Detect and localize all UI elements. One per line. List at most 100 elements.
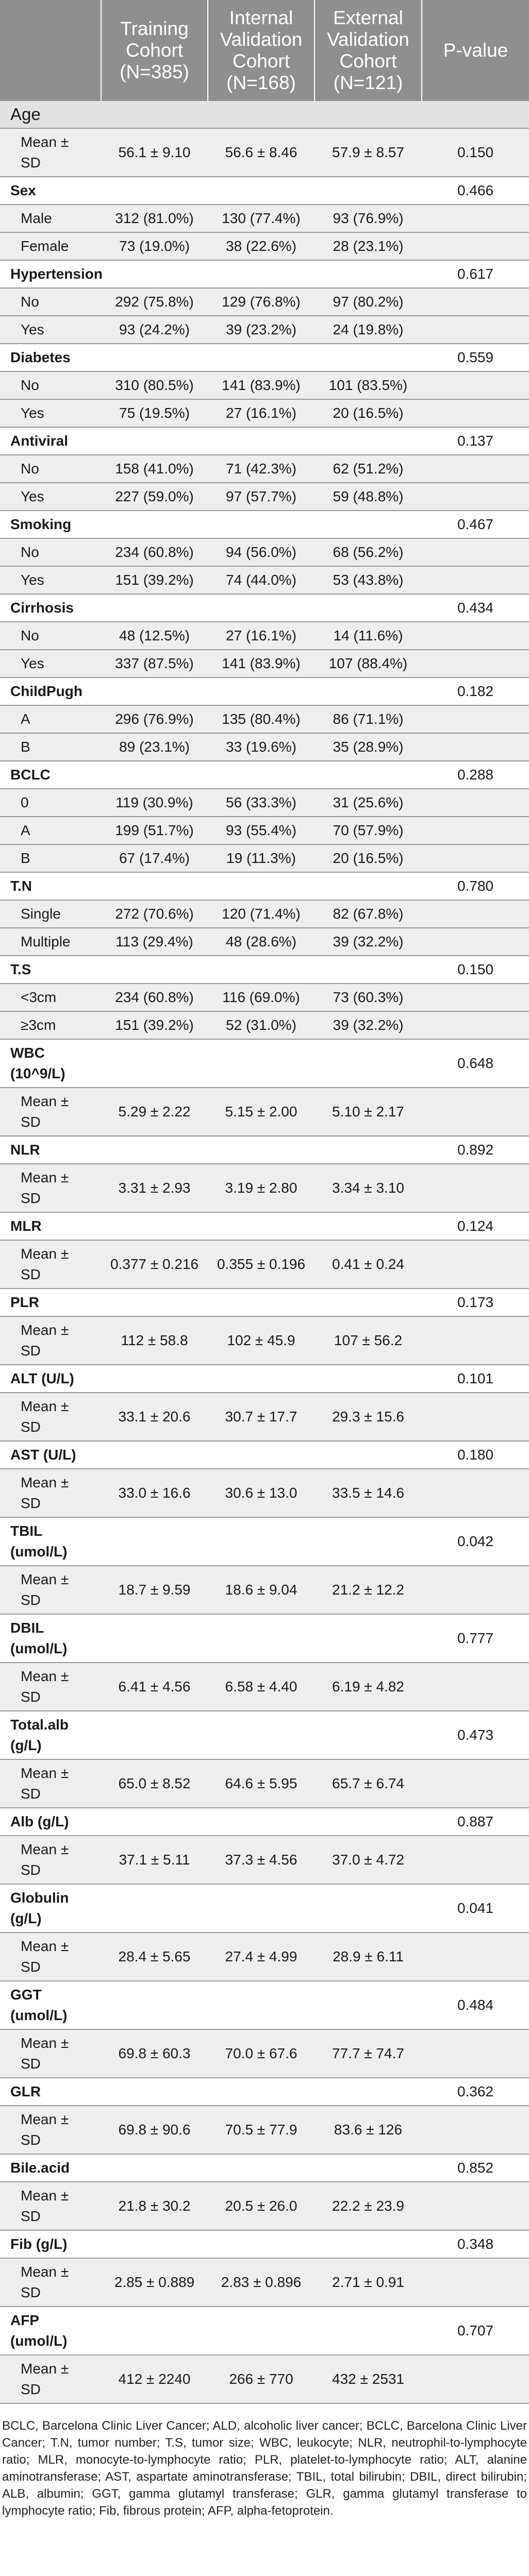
category-label: A xyxy=(0,705,101,734)
internal-validation-cell xyxy=(208,2078,315,2106)
external-validation-cell xyxy=(315,1136,422,1164)
category-label: Mean ± SD xyxy=(0,1393,101,1442)
table-row: No 158 (41.0%) 71 (42.3%) 62 (51.2%) xyxy=(0,455,529,483)
training-cohort-cell xyxy=(101,594,208,622)
p-value-cell: 0.180 xyxy=(422,1441,529,1469)
training-cohort-cell: 312 (81.0%) xyxy=(101,205,208,233)
table-row: Mean ± SD 33.1 ± 20.6 30.7 ± 17.7 29.3 ± 15… xyxy=(0,1393,529,1442)
internal-validation-cell xyxy=(208,1136,315,1164)
external-validation-cell: 37.0 ± 4.72 xyxy=(315,1836,422,1885)
training-cohort-cell: 151 (39.2%) xyxy=(101,566,208,595)
table-row: Single 272 (70.6%) 120 (71.4%) 82 (67.8%) xyxy=(0,900,529,928)
table-row: Mean ± SD 33.0 ± 16.6 30.6 ± 13.0 33.5 ± 14… xyxy=(0,1469,529,1518)
internal-validation-cell: 97 (57.7%) xyxy=(208,483,315,511)
header-variable xyxy=(0,0,102,101)
p-value-cell: 0.780 xyxy=(422,872,529,901)
p-value-cell xyxy=(422,101,529,129)
category-label: No xyxy=(0,455,101,483)
external-validation-cell: 65.7 ± 6.74 xyxy=(315,1759,422,1808)
variable-row: MLR 0.124 xyxy=(0,1212,529,1241)
training-cohort-cell: 56.1 ± 9.10 xyxy=(101,128,208,177)
external-validation-cell: 57.9 ± 8.57 xyxy=(315,128,422,177)
external-validation-cell: 82 (67.8%) xyxy=(315,900,422,928)
header-external-validation-cohort: External Validation Cohort (N=121) xyxy=(315,0,422,101)
external-validation-cell: 3.34 ± 3.10 xyxy=(315,1164,422,1213)
p-value-cell: 0.362 xyxy=(422,2078,529,2106)
variable-label: Fib (g/L) xyxy=(0,2230,101,2259)
variable-row: AFP (umol/L) 0.707 xyxy=(0,2307,529,2355)
p-value-cell: 0.150 xyxy=(422,956,529,984)
internal-validation-cell: 6.58 ± 4.40 xyxy=(208,1663,315,1711)
table-row: A 199 (51.7%) 93 (55.4%) 70 (57.9%) xyxy=(0,817,529,845)
variable-label: Smoking xyxy=(0,511,101,539)
external-validation-cell xyxy=(315,1808,422,1836)
external-validation-cell: 93 (76.9%) xyxy=(315,205,422,233)
internal-validation-cell: 64.6 ± 5.95 xyxy=(208,1759,315,1808)
internal-validation-cell xyxy=(208,1039,315,1088)
p-value-cell xyxy=(422,928,529,956)
p-value-cell xyxy=(422,316,529,344)
variable-label: T.S xyxy=(0,956,101,984)
p-value-cell xyxy=(422,984,529,1012)
training-cohort-cell xyxy=(101,677,208,706)
external-validation-cell: 70 (57.9%) xyxy=(315,817,422,845)
category-label: <3cm xyxy=(0,984,101,1012)
internal-validation-cell: 52 (31.0%) xyxy=(208,1011,315,1040)
p-value-cell xyxy=(422,455,529,483)
p-value-cell: 0.777 xyxy=(422,1614,529,1663)
table-row: Male 312 (81.0%) 130 (77.4%) 93 (76.9%) xyxy=(0,205,529,233)
external-validation-cell: 107 (88.4%) xyxy=(315,650,422,678)
external-validation-cell: 107 ± 56.2 xyxy=(315,1316,422,1365)
internal-validation-cell: 30.7 ± 17.7 xyxy=(208,1393,315,1442)
internal-validation-cell xyxy=(208,1212,315,1241)
training-cohort-cell xyxy=(101,1517,208,1566)
external-validation-cell: 24 (19.8%) xyxy=(315,316,422,344)
category-label: Yes xyxy=(0,566,101,595)
variable-row: Bile.acid 0.852 xyxy=(0,2154,529,2182)
external-validation-cell: 97 (80.2%) xyxy=(315,288,422,316)
table-row: Mean ± SD 28.4 ± 5.65 27.4 ± 4.99 28.9 ± 6.… xyxy=(0,1933,529,1981)
category-label: Male xyxy=(0,205,101,233)
category-label: ≥3cm xyxy=(0,1011,101,1040)
internal-validation-cell: 129 (76.8%) xyxy=(208,288,315,316)
p-value-cell xyxy=(422,789,529,817)
training-cohort-cell: 234 (60.8%) xyxy=(101,538,208,567)
external-validation-cell xyxy=(315,956,422,984)
variable-row: Total.alb (g/L) 0.473 xyxy=(0,1711,529,1760)
category-label: Multiple xyxy=(0,928,101,956)
variable-label: Globulin (g/L) xyxy=(0,1884,101,1933)
internal-validation-cell: 94 (56.0%) xyxy=(208,538,315,567)
header-row: Training Cohort (N=385) Internal Validat… xyxy=(0,0,529,101)
category-label: Mean ± SD xyxy=(0,1566,101,1615)
external-validation-cell: 28 (23.1%) xyxy=(315,232,422,261)
variable-row: T.N 0.780 xyxy=(0,872,529,901)
training-cohort-cell: 75 (19.5%) xyxy=(101,399,208,428)
category-label: Yes xyxy=(0,399,101,428)
external-validation-cell xyxy=(315,2307,422,2355)
training-cohort-cell xyxy=(101,511,208,539)
variable-label: Cirrhosis xyxy=(0,594,101,622)
variable-row: BCLC 0.288 xyxy=(0,761,529,789)
internal-validation-cell: 48 (28.6%) xyxy=(208,928,315,956)
internal-validation-cell: 38 (22.6%) xyxy=(208,232,315,261)
p-value-cell: 0.173 xyxy=(422,1289,529,1317)
variable-label: AST (U/L) xyxy=(0,1441,101,1469)
external-validation-cell: 29.3 ± 15.6 xyxy=(315,1393,422,1442)
p-value-cell xyxy=(422,288,529,316)
variable-row: TBIL (umol/L) 0.042 xyxy=(0,1517,529,1566)
external-validation-cell: 59 (48.8%) xyxy=(315,483,422,511)
table-row: Mean ± SD 69.8 ± 60.3 70.0 ± 67.6 77.7 ± 74… xyxy=(0,2029,529,2078)
external-validation-cell xyxy=(315,2230,422,2259)
p-value-cell: 0.288 xyxy=(422,761,529,789)
training-cohort-cell: 21.8 ± 30.2 xyxy=(101,2182,208,2231)
training-cohort-cell xyxy=(101,1365,208,1393)
training-cohort-cell xyxy=(101,2154,208,2182)
variable-row: Alb (g/L) 0.887 xyxy=(0,1808,529,1836)
training-cohort-cell xyxy=(101,1981,208,2030)
external-validation-cell: 28.9 ± 6.11 xyxy=(315,1933,422,1981)
category-label: Yes xyxy=(0,316,101,344)
internal-validation-cell xyxy=(208,1289,315,1317)
external-validation-cell: 31 (25.6%) xyxy=(315,789,422,817)
training-cohort-cell: 412 ± 2240 xyxy=(101,2355,208,2404)
variable-label: AFP (umol/L) xyxy=(0,2307,101,2355)
